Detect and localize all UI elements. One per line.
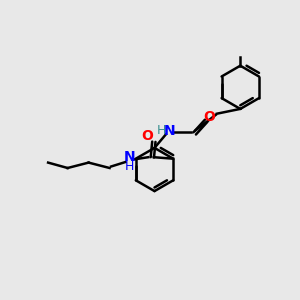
- Text: O: O: [141, 129, 153, 143]
- Text: N: N: [123, 150, 135, 164]
- Text: N: N: [164, 124, 175, 138]
- Text: O: O: [203, 110, 215, 124]
- Text: H: H: [124, 160, 134, 173]
- Text: H: H: [157, 124, 166, 137]
